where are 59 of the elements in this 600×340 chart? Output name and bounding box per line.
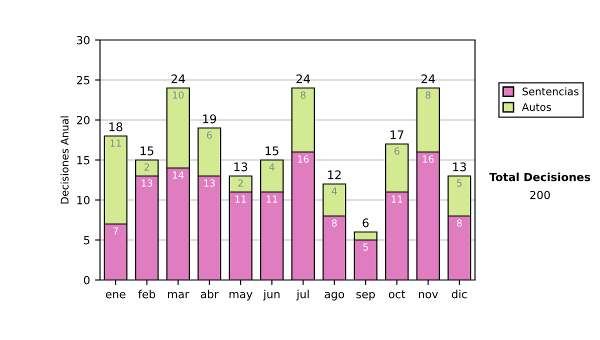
y-axis-title: Decisiones Anual xyxy=(60,116,69,204)
y-tick-label: 25 xyxy=(76,76,90,84)
x-tick-label: dic xyxy=(452,290,467,298)
text: Total Decisiones xyxy=(489,172,590,182)
total-label: 24 xyxy=(421,74,435,84)
data-label: 16 xyxy=(298,155,309,163)
data-label: 6 xyxy=(206,131,212,139)
data-label: 5 xyxy=(457,180,462,187)
x-tick-label: ago xyxy=(324,292,344,300)
data-label: 8 xyxy=(332,219,337,227)
text: 200 xyxy=(530,190,550,200)
total-label: 12 xyxy=(328,170,341,180)
data-label: 13 xyxy=(204,179,215,187)
y-tick-label: 30 xyxy=(76,36,90,44)
data-label: 2 xyxy=(144,163,149,171)
total-label: 24 xyxy=(171,74,185,84)
x-tick-label: feb xyxy=(138,290,156,298)
x-tick-label: ene xyxy=(106,292,126,298)
data-label: 13 xyxy=(142,179,152,187)
x-tick-label: may xyxy=(230,292,252,300)
x-tick-label: sep xyxy=(356,292,375,300)
data-label: 14 xyxy=(173,172,184,179)
data-label: 11 xyxy=(266,196,278,203)
data-label: 4 xyxy=(332,188,337,195)
x-tick-label: jun xyxy=(263,290,280,300)
y-tick-label: 20 xyxy=(76,116,90,124)
data-label: 5 xyxy=(363,244,368,251)
y-tick-label: 5 xyxy=(84,236,90,244)
data-label: 8 xyxy=(456,219,462,227)
data-label: 2 xyxy=(238,179,243,187)
data-label: 7 xyxy=(113,228,118,235)
data-label: 11 xyxy=(110,140,121,147)
y-tick-label: 10 xyxy=(77,196,90,204)
total-label: 15 xyxy=(266,146,278,156)
total-label: 15 xyxy=(140,146,154,156)
legend-label: Autos xyxy=(522,103,551,111)
total-label: 24 xyxy=(296,74,310,84)
total-label: 18 xyxy=(109,122,122,132)
x-tick-label: oct xyxy=(388,290,406,298)
x-tick-label: mar xyxy=(168,292,190,298)
total-label: 19 xyxy=(203,114,216,124)
total-label: 13 xyxy=(453,162,466,172)
total-label: 13 xyxy=(234,162,248,172)
total-label: 17 xyxy=(390,130,404,140)
data-label: 11 xyxy=(236,196,246,203)
data-label: 11 xyxy=(392,196,402,203)
data-label: 16 xyxy=(423,155,434,163)
total-label: 6 xyxy=(362,218,369,228)
data-label: 4 xyxy=(269,164,274,171)
x-tick-label: nov xyxy=(418,292,438,298)
y-tick-label: 15 xyxy=(77,156,90,164)
data-label: 10 xyxy=(173,91,184,99)
data-label: 6 xyxy=(394,147,400,155)
x-tick-label: abr xyxy=(200,290,219,298)
x-tick-label: jul xyxy=(296,290,309,300)
y-tick-label: 0 xyxy=(84,276,90,284)
data-label: 8 xyxy=(300,91,306,99)
legend-label: Sentencias xyxy=(522,87,579,96)
data-label: 8 xyxy=(426,91,431,99)
